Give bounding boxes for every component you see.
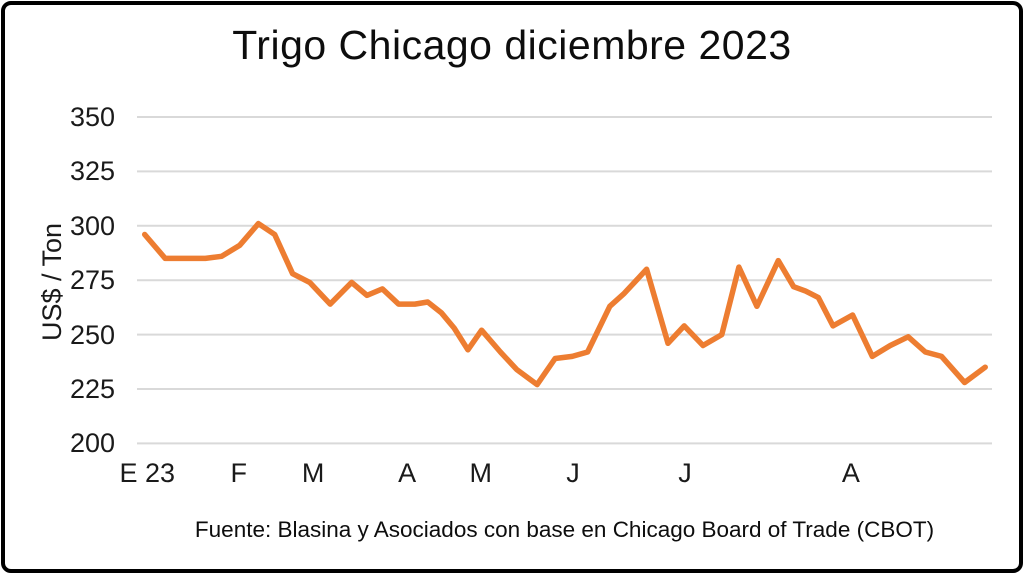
price-line xyxy=(141,220,988,388)
y-tick-label: 250 xyxy=(69,319,115,350)
y-tick-label: 225 xyxy=(69,374,115,404)
y-tick-label: 325 xyxy=(69,156,115,187)
price-line-plot xyxy=(137,116,992,445)
y-tick-label: 350 xyxy=(69,102,115,132)
x-tick-label: A xyxy=(398,458,417,488)
x-tick-label: E 23 xyxy=(119,458,176,488)
x-tick-label: J xyxy=(566,458,580,488)
y-tick-label: 200 xyxy=(69,428,115,459)
chart-title: Trigo Chicago diciembre 2023 xyxy=(232,22,792,68)
x-tick-label: A xyxy=(841,458,860,488)
y-tick-label: 275 xyxy=(69,265,115,296)
y-tick-label: 300 xyxy=(69,210,115,241)
x-tick-label: F xyxy=(230,458,247,488)
x-tick-label: M xyxy=(469,458,492,488)
x-tick-label: M xyxy=(301,458,325,488)
source-caption: Fuente: Blasina y Asociados con base en … xyxy=(194,517,935,542)
x-tick-label: J xyxy=(678,458,692,488)
